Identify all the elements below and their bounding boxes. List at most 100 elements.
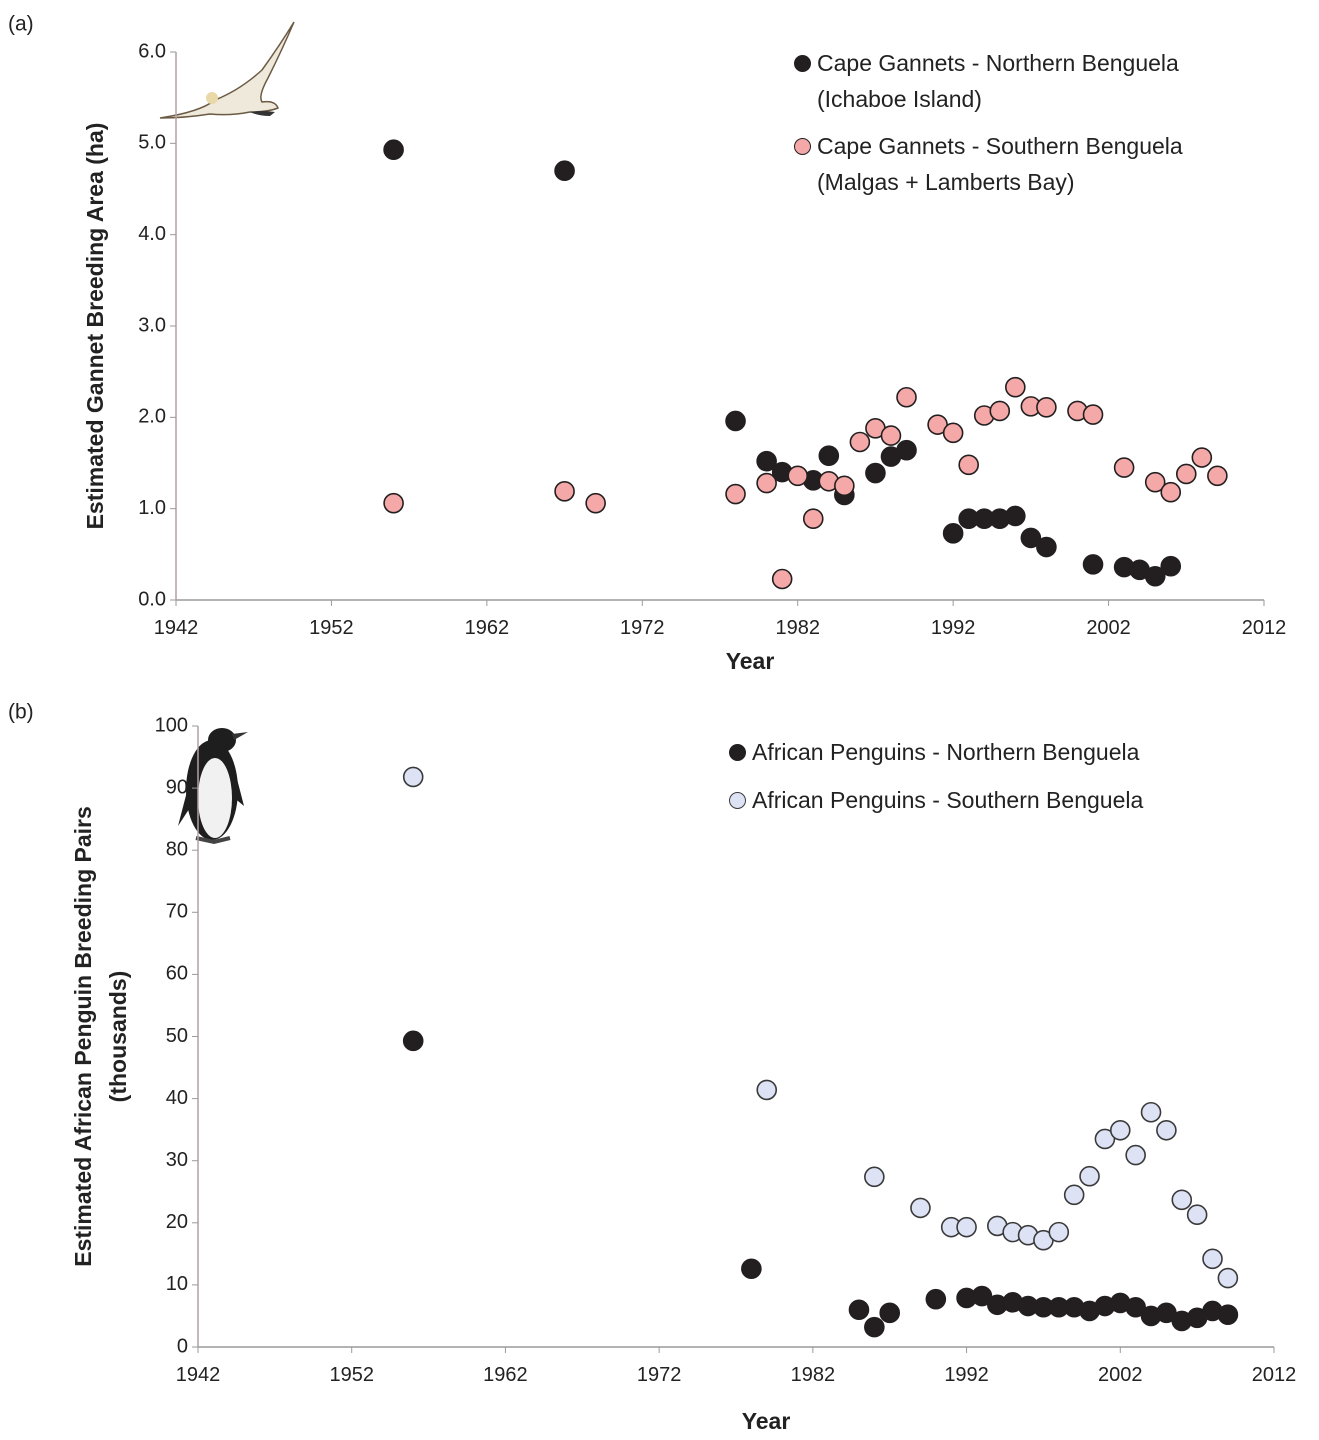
x-tick-label: 1942 <box>154 617 199 639</box>
data-point <box>850 432 869 451</box>
data-point <box>555 161 574 180</box>
legend-marker <box>729 744 746 761</box>
legend-label: African Penguins - Northern Benguela <box>752 735 1139 771</box>
data-point <box>866 464 885 483</box>
data-point <box>788 466 807 485</box>
y-tick-label: 1.0 <box>138 497 166 519</box>
y-tick-label: 100 <box>155 714 188 736</box>
x-tick-label: 1942 <box>176 1364 221 1386</box>
page: {"chart_data": [ {"type": "scatter", "pa… <box>0 0 1319 1440</box>
data-point <box>1006 378 1025 397</box>
x-tick-label: 2002 <box>1086 617 1131 639</box>
data-point <box>1188 1205 1207 1224</box>
y-tick-label: 2.0 <box>138 406 166 428</box>
legend-entry: African Penguins - Northern Benguela <box>729 735 1249 771</box>
data-point <box>881 426 900 445</box>
legend: Cape Gannets - Northern Benguela (Ichabo… <box>794 46 1264 213</box>
y-tick-label: 20 <box>166 1211 188 1233</box>
x-tick-label: 1992 <box>944 1364 989 1386</box>
x-tick-label: 1962 <box>483 1364 528 1386</box>
data-point <box>819 446 838 465</box>
legend-entry: Cape Gannets - Northern Benguela (Ichabo… <box>794 46 1264 117</box>
data-point <box>726 411 745 430</box>
x-axis-title: Year <box>726 648 775 674</box>
data-point <box>1126 1146 1145 1165</box>
legend: African Penguins - Northern Benguela Afri… <box>729 735 1249 830</box>
y-tick-label: 80 <box>166 838 188 860</box>
data-point <box>1111 1121 1130 1140</box>
data-point <box>1203 1249 1222 1268</box>
y-tick-label: 5.0 <box>138 132 166 154</box>
data-point <box>1080 1167 1099 1186</box>
data-point <box>911 1198 930 1217</box>
data-point <box>1172 1190 1191 1209</box>
x-tick-label: 1992 <box>931 617 976 639</box>
data-point <box>1161 557 1180 576</box>
data-point <box>1177 464 1196 483</box>
panel-label: (b) <box>8 701 34 724</box>
data-point <box>726 485 745 504</box>
x-tick-label: 1962 <box>465 617 510 639</box>
data-point <box>1142 1103 1161 1122</box>
legend-label: Cape Gannets - Northern Benguela (Ichabo… <box>817 46 1264 117</box>
legend-entry: Cape Gannets - Southern Benguela (Malgas… <box>794 129 1264 200</box>
y-tick-label: 4.0 <box>138 223 166 245</box>
x-axis-title: Year <box>742 1408 791 1434</box>
data-point <box>926 1290 945 1309</box>
data-point <box>849 1300 868 1319</box>
y-tick-label: 40 <box>166 1087 188 1109</box>
x-tick-label: 1972 <box>637 1364 682 1386</box>
x-tick-label: 2002 <box>1098 1364 1143 1386</box>
y-axis-title: Estimated Gannet Breeding Area (ha) <box>82 123 108 530</box>
data-point <box>1157 1121 1176 1140</box>
y-axis-title: Estimated African Penguin Breeding Pairs <box>70 806 96 1267</box>
data-point <box>384 140 403 159</box>
data-point <box>897 388 916 407</box>
data-point <box>1218 1305 1237 1324</box>
x-tick-label: 1972 <box>620 617 665 639</box>
y-tick-label: 6.0 <box>138 40 166 62</box>
data-point <box>555 482 574 501</box>
x-tick-label: 1982 <box>775 617 820 639</box>
data-point <box>1006 506 1025 525</box>
legend-marker <box>794 55 811 72</box>
y-tick-label: 30 <box>166 1149 188 1171</box>
data-point <box>1084 405 1103 424</box>
legend-marker <box>794 138 811 155</box>
data-point <box>1208 466 1227 485</box>
gannet-icon <box>160 22 294 118</box>
y-axis-title: (thousands) <box>105 971 131 1103</box>
data-point <box>990 401 1009 420</box>
data-point <box>1115 458 1134 477</box>
data-point <box>1161 483 1180 502</box>
x-tick-label: 2012 <box>1242 617 1287 639</box>
figure: (a)0.01.02.03.04.05.06.01942195219621972… <box>0 0 1319 1440</box>
data-point <box>835 476 854 495</box>
data-point <box>1037 538 1056 557</box>
legend-label: Cape Gannets - Southern Benguela (Malgas… <box>817 129 1264 200</box>
y-tick-label: 60 <box>166 963 188 985</box>
data-point <box>957 1218 976 1237</box>
data-point <box>944 423 963 442</box>
y-tick-label: 50 <box>166 1025 188 1047</box>
legend-label: African Penguins - Southern Benguela <box>752 783 1143 819</box>
data-point <box>404 767 423 786</box>
data-point <box>1084 555 1103 574</box>
legend-entry: African Penguins - Southern Benguela <box>729 783 1249 819</box>
y-tick-label: 90 <box>166 776 188 798</box>
data-point <box>865 1318 884 1337</box>
data-point <box>404 1031 423 1050</box>
x-tick-label: 2012 <box>1252 1364 1297 1386</box>
x-tick-label: 1952 <box>329 1364 374 1386</box>
data-point <box>944 524 963 543</box>
x-tick-label: 1982 <box>791 1364 836 1386</box>
x-tick-label: 1952 <box>309 617 354 639</box>
y-tick-label: 0 <box>177 1335 188 1357</box>
data-point <box>804 509 823 528</box>
data-point <box>880 1303 899 1322</box>
legend-marker <box>729 792 746 809</box>
data-point <box>1049 1223 1068 1242</box>
data-point <box>773 569 792 588</box>
penguin-icon <box>178 728 248 842</box>
data-point <box>586 494 605 513</box>
